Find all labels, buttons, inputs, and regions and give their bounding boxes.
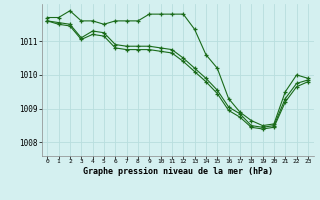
X-axis label: Graphe pression niveau de la mer (hPa): Graphe pression niveau de la mer (hPa): [83, 167, 273, 176]
